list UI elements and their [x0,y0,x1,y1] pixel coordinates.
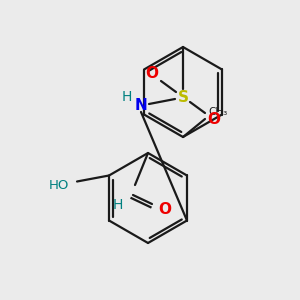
Text: O: O [158,202,172,217]
Text: CH₃: CH₃ [208,107,227,117]
Text: O: O [146,67,158,82]
Text: O: O [208,112,220,128]
Text: HO: HO [49,179,69,192]
Text: H: H [113,198,123,212]
Text: N: N [135,98,147,112]
Text: H: H [122,90,132,104]
Text: S: S [178,89,188,104]
